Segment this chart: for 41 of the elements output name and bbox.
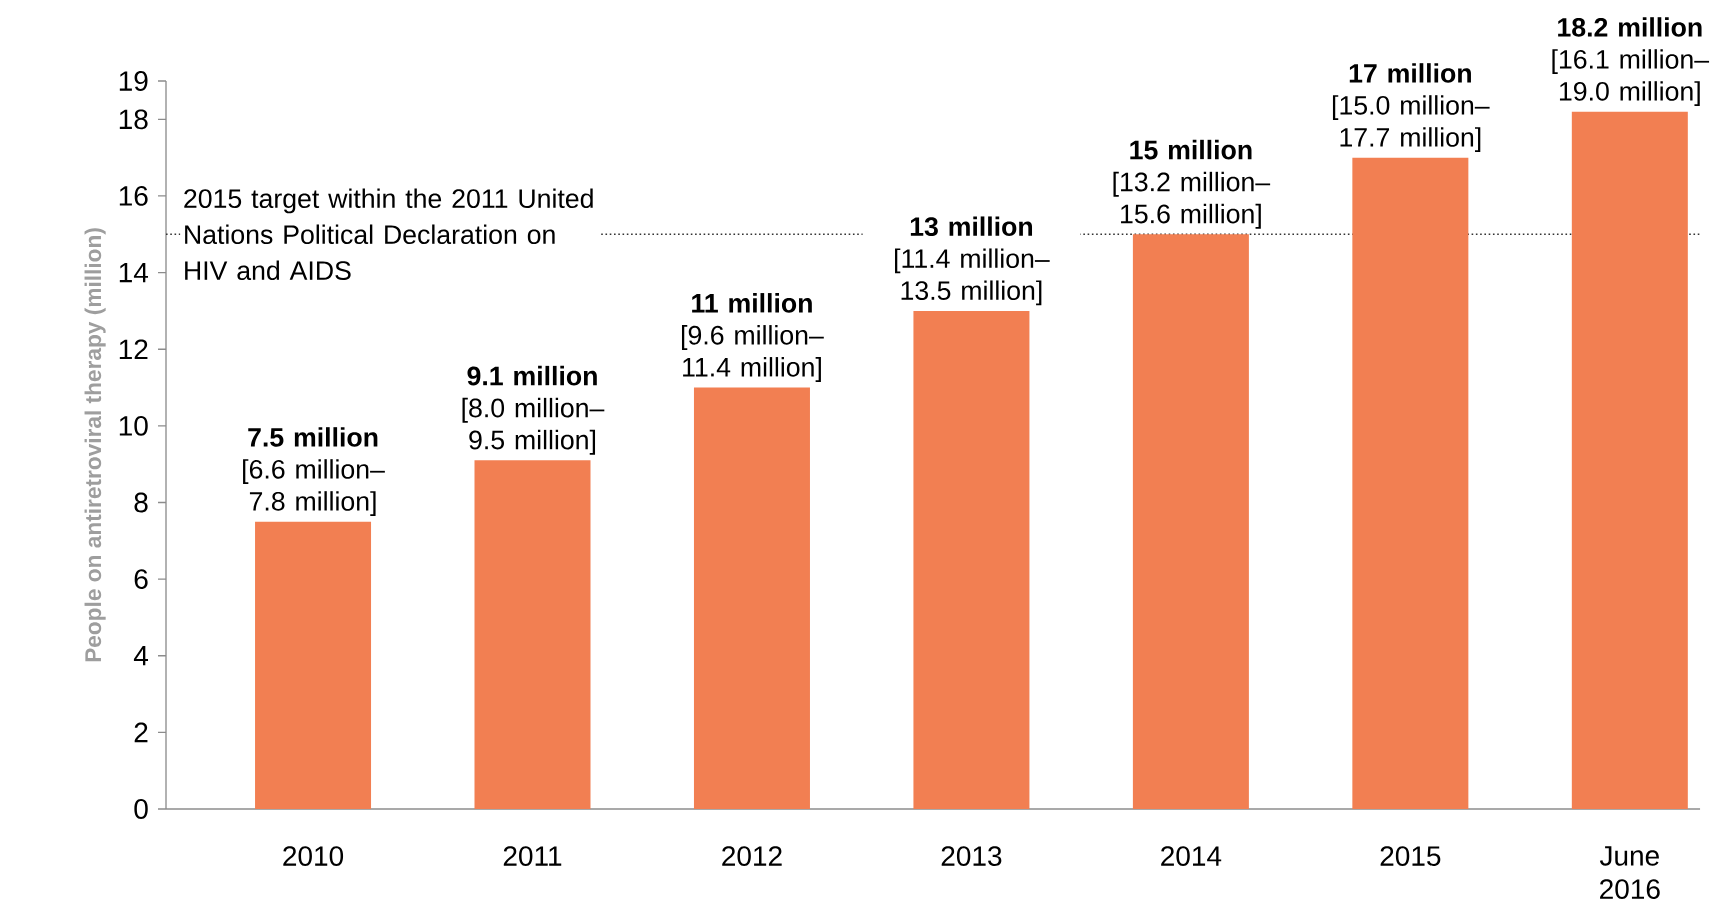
y-tick-label: 8 bbox=[134, 492, 148, 513]
x-tick-label: 2010 bbox=[283, 846, 344, 866]
annotation: [6.6 million–7.8 million] bbox=[243, 459, 385, 517]
data-label: 13 million bbox=[910, 216, 1033, 237]
y-axis-title: People on antiretroviral therapy (million) bbox=[84, 228, 106, 662]
y-tick-label: 12 bbox=[119, 339, 148, 359]
x-tick-label: 2012 bbox=[722, 846, 782, 866]
bar bbox=[1571, 111, 1688, 809]
bar bbox=[1132, 234, 1249, 809]
y-tick-label: 14 bbox=[119, 262, 149, 283]
x-tick-label: 2013 bbox=[941, 846, 1002, 866]
annotation: [9.6 million–11.4 million] bbox=[681, 325, 824, 382]
annotation: [8.0 million–9.5 million] bbox=[462, 397, 605, 455]
y-tick-label: 16 bbox=[119, 186, 148, 206]
ref-line-label: 2015 target within the 2011 United Nations Political Declaration on HIV and AIDS bbox=[184, 188, 593, 281]
data-label: 18.2 million bbox=[1558, 17, 1702, 37]
y-tick-label: 0 bbox=[134, 799, 148, 819]
bar bbox=[255, 521, 372, 809]
annotation: [13.2 million–15.6 million] bbox=[1113, 171, 1271, 229]
data-label: 9.1 million bbox=[467, 365, 597, 386]
bar bbox=[474, 460, 591, 809]
y-tick-label: 18 bbox=[119, 109, 148, 130]
annotation: [16.1 million–19.0 million] bbox=[1552, 49, 1710, 107]
x-tick-label: June 2016 bbox=[1599, 846, 1660, 900]
x-tick-label: 2011 bbox=[503, 846, 562, 866]
annotation: [11.4 million–13.5 million] bbox=[895, 248, 1050, 306]
y-tick-label: 6 bbox=[134, 569, 148, 590]
annotation: [15.0 million–17.7 million] bbox=[1332, 95, 1490, 153]
y-tick-label: 4 bbox=[133, 646, 149, 666]
y-tick-label: 19 bbox=[119, 71, 148, 91]
y-tick-label: 10 bbox=[119, 415, 148, 436]
data-label: 15 million bbox=[1130, 139, 1252, 160]
x-tick-label: 2014 bbox=[1161, 846, 1222, 866]
x-tick-label: 2015 bbox=[1380, 846, 1441, 866]
data-label: 11 million bbox=[692, 293, 812, 313]
y-tick-label: 2 bbox=[134, 722, 148, 743]
bar bbox=[913, 310, 1030, 809]
data-label: 17 million bbox=[1349, 63, 1471, 83]
bar bbox=[693, 387, 810, 809]
data-label: 7.5 million bbox=[248, 427, 378, 447]
bar bbox=[1352, 157, 1469, 809]
